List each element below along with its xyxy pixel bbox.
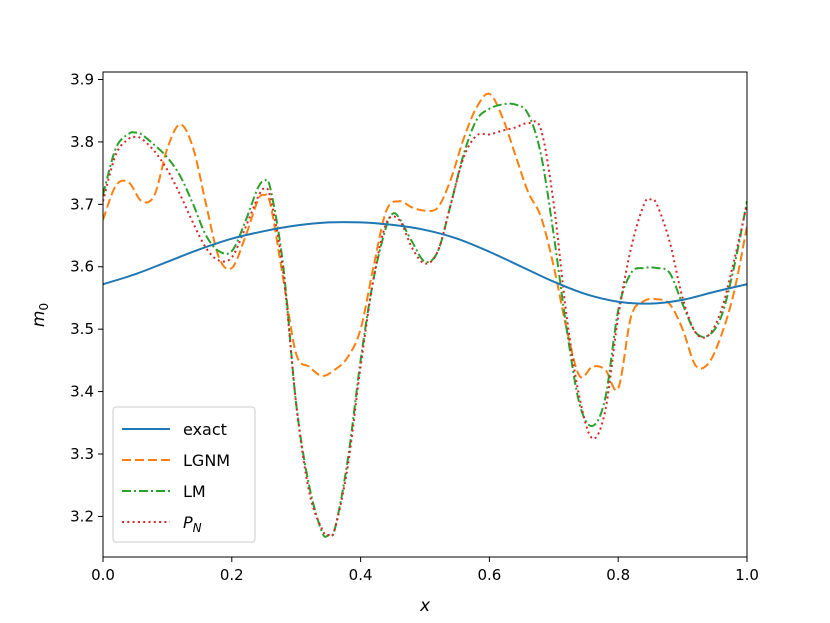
y-tick-label: 3.3 [70, 445, 94, 463]
legend-label: LM [183, 482, 206, 501]
plot-frame [102, 71, 748, 558]
x-axis-label: x [419, 596, 431, 616]
x-tick-label: 0.8 [606, 566, 630, 584]
y-tick-label: 3.4 [70, 383, 94, 401]
y-tick-label: 3.9 [70, 70, 94, 88]
series-line-exact [103, 221, 747, 305]
x-tick-label: 0.6 [477, 566, 501, 584]
y-axis: 3.2 3.3 3.4 3.5 3.6 3.7 3.8 3.9 [70, 70, 103, 525]
x-tick-label: 0.4 [349, 566, 373, 584]
series-line-pn [103, 120, 747, 538]
y-axis-label-base: m [29, 311, 49, 328]
y-axis-label-subscript: 0 [37, 303, 51, 311]
series-line-lm [103, 102, 747, 538]
x-tick-label: 0.2 [220, 566, 244, 584]
legend-label: exact [183, 420, 227, 439]
legend-label: LGNM [183, 451, 230, 470]
x-tick-label: 0.0 [91, 566, 115, 584]
legend-box [112, 406, 256, 543]
series-layer [103, 92, 747, 538]
x-tick-label: 1.0 [735, 566, 759, 584]
y-axis-label: m0 [29, 303, 51, 327]
y-tick-label: 3.2 [70, 507, 94, 525]
y-tick-label: 3.7 [70, 195, 94, 213]
y-tick-label: 3.8 [70, 133, 94, 151]
y-tick-label: 3.6 [70, 258, 94, 276]
x-axis: 0.0 0.2 0.4 0.6 0.8 1.0 [91, 557, 759, 584]
legend: exact LGNM LM PN [112, 406, 256, 543]
y-tick-label: 3.5 [70, 320, 94, 338]
legend-label: PN [183, 513, 202, 535]
